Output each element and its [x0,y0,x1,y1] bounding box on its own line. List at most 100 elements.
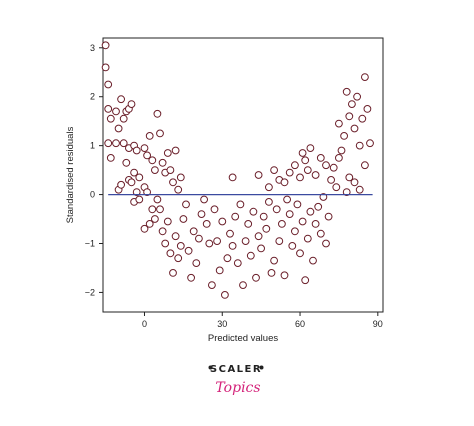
data-point [306,207,315,216]
data-point [208,281,216,290]
y-tick-label: 3 [90,43,95,53]
data-point [151,166,159,175]
data-point [329,163,338,172]
data-point [239,281,247,290]
data-point [151,215,159,223]
data-point [298,217,307,226]
data-point [176,173,185,182]
data-point [291,161,299,170]
data-point [213,237,222,246]
x-axis-title: Predicted values [208,333,278,344]
data-point [293,200,302,209]
data-point [132,146,141,155]
data-point [288,242,297,250]
data-point [233,259,242,268]
data-point [335,154,343,162]
data-point [296,173,304,182]
data-point [350,178,359,187]
data-point [259,212,268,221]
data-point [189,227,198,236]
data-point [104,139,113,148]
data-point [324,212,333,221]
data-point [158,158,167,167]
data-point [119,114,128,123]
data-point [148,156,157,165]
data-point [179,215,188,223]
data-point [171,232,180,241]
data-point [254,171,263,179]
data-point [285,210,294,219]
data-point [226,229,234,238]
data-point [267,269,276,277]
plot-frame [102,37,384,313]
data-point [101,63,110,72]
data-point [119,139,128,148]
data-point [205,239,214,248]
data-point [291,227,299,236]
data-point [156,205,164,214]
x-tick-label: 90 [373,319,383,329]
x-axis-ticks: 0 30 60 90 [142,312,383,329]
data-point [272,205,281,214]
data-point [301,276,310,285]
data-point [163,149,172,157]
data-point [197,210,206,219]
data-point [187,273,196,282]
logo-subtitle: Topics [215,380,260,396]
data-point [358,114,367,123]
data-point [202,220,211,228]
data-point [163,217,172,226]
data-point [127,178,136,187]
data-point [298,149,307,157]
data-point [252,273,260,282]
data-point [132,188,141,197]
data-point [301,156,310,165]
data-point [309,256,317,265]
data-point [348,100,356,108]
data-point [342,87,351,96]
data-point [265,183,273,192]
data-point [161,239,170,248]
x-tick-label: 60 [295,319,305,329]
data-point [285,168,294,177]
data-point [169,269,177,277]
data-point [322,161,330,170]
data-point [143,188,152,197]
data-point [246,251,255,260]
data-point [270,256,279,265]
data-point [218,217,227,226]
data-point [153,109,162,118]
y-tick-label: 1 [90,141,95,151]
y-tick-label: 0 [90,190,95,200]
data-point [145,220,154,228]
data-point [231,212,240,221]
data-point [145,132,154,140]
data-point [278,220,286,228]
data-point [135,195,144,204]
data-point [314,202,323,211]
data-point [117,95,125,104]
data-point [342,188,351,197]
data-point [174,185,183,194]
data-point [311,171,320,179]
data-point [215,266,224,275]
data-point [158,227,167,236]
y-tick-label: −1 [85,239,95,249]
data-point [241,237,250,246]
data-point [166,249,175,258]
x-tick-label: 0 [142,319,147,329]
data-point [345,173,354,182]
data-point [140,144,149,153]
data-point [106,114,115,123]
data-point [182,200,190,209]
data-point [340,132,349,140]
data-point [171,146,180,155]
y-axis-ticks: −2 −1 0 1 2 3 [85,43,103,297]
data-point [270,166,279,175]
data-point [265,198,273,206]
scaler-topics-logo: SCALER Topics [208,364,264,396]
data-point [363,105,372,113]
data-point [303,166,312,175]
data-point [176,242,185,250]
